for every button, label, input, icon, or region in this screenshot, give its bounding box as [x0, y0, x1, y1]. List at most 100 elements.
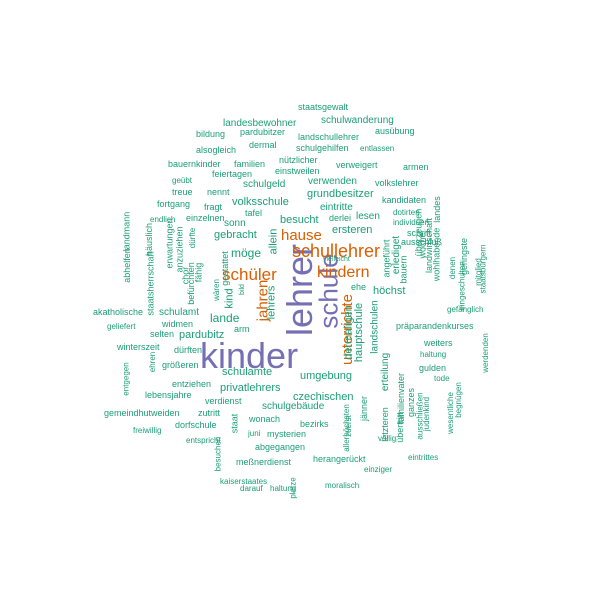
word: erwartungen — [164, 218, 175, 269]
word: ersteren — [332, 224, 373, 236]
word: schulwanderung — [321, 115, 394, 126]
word: wohlhabende — [431, 227, 442, 282]
word: haltung — [420, 350, 447, 359]
word: winterszeit — [117, 342, 160, 352]
word: alsogleich — [196, 145, 237, 155]
word: abhelfen — [121, 248, 132, 283]
word: gefänglich — [447, 305, 484, 314]
word: übertritt — [394, 412, 405, 443]
word: entziehen — [172, 379, 212, 389]
word: angeführt — [381, 239, 392, 278]
word: werdenden — [480, 333, 490, 373]
word: hause — [281, 227, 322, 244]
word: hauptschule — [353, 302, 366, 363]
word: präparandenkurses — [396, 321, 474, 331]
word: gebracht — [214, 229, 257, 241]
word: czechischen — [293, 391, 354, 403]
word: ehren — [148, 351, 158, 373]
word: wonach — [249, 414, 281, 424]
word: gulden — [419, 363, 447, 373]
word: tafel — [245, 208, 263, 218]
word: gestattet — [219, 251, 230, 286]
word: grundbesitzer — [307, 188, 374, 200]
word: einstweilen — [275, 166, 320, 176]
word: derlei — [329, 213, 352, 223]
word: schrift — [407, 228, 432, 238]
word: individuen — [393, 218, 430, 227]
word: selten — [150, 329, 175, 339]
word: dermal — [249, 140, 277, 150]
word: bauern — [398, 255, 409, 284]
word: treue — [172, 187, 193, 197]
word: entgegen — [121, 362, 131, 396]
word: gemeindhutweiden — [104, 408, 180, 418]
word: mitglied — [473, 258, 483, 286]
word: volkslehrer — [375, 178, 419, 188]
word: fragt — [204, 202, 223, 212]
word: verdienst — [205, 396, 242, 406]
word: juni — [248, 429, 261, 438]
word: entspricht — [186, 436, 221, 445]
word: anzuziehen — [174, 226, 185, 273]
word: pardubitz — [179, 329, 225, 341]
word: pardubitzer — [240, 127, 286, 137]
word: familien — [234, 159, 266, 169]
word: völlig — [378, 434, 397, 443]
word: lebensjahre — [145, 390, 192, 400]
word: verwenden — [308, 176, 357, 187]
word: kind — [223, 288, 236, 309]
word: dürfte — [188, 227, 198, 249]
word: arm — [234, 324, 250, 334]
word: begnügen — [453, 382, 463, 418]
word: darauf — [240, 484, 263, 493]
word: vielleicht — [323, 256, 350, 263]
word: kaiserstaates — [220, 477, 268, 486]
word: tode — [434, 374, 450, 383]
word: moralisch — [325, 481, 360, 490]
word: einzelnen — [186, 213, 225, 223]
word: verweigert — [336, 160, 378, 170]
word: bildung — [196, 129, 226, 139]
word: weiters — [424, 338, 453, 348]
word: denen — [448, 256, 458, 280]
word: schulgeld — [243, 179, 286, 190]
word: ehe — [351, 282, 367, 292]
word: eintrittes — [408, 453, 439, 462]
word: befürchten — [185, 262, 196, 305]
word: armen — [403, 162, 429, 172]
word: mysterien — [267, 429, 307, 439]
word: erteilung — [380, 352, 392, 392]
word: jänner — [359, 395, 370, 422]
word: kinder — [200, 335, 299, 376]
word: nützlicher — [279, 155, 318, 165]
word: volksschule — [232, 196, 289, 208]
word: kindern — [317, 264, 370, 281]
word: lande — [210, 311, 240, 325]
word: bauernkinder — [168, 159, 221, 169]
word: freiwillig — [133, 426, 162, 435]
word: landesbewohner — [223, 118, 297, 129]
word: schulgebäude — [262, 401, 325, 412]
word: geliefert — [107, 322, 136, 331]
word: haltung — [270, 484, 297, 493]
word: dotirten — [393, 208, 420, 217]
word: letzteren — [379, 407, 390, 442]
word: möge — [231, 246, 262, 260]
word: zutritt — [198, 408, 221, 418]
word: kandidaten — [382, 195, 427, 205]
word: fortgang — [157, 199, 191, 209]
word: landschulen — [369, 300, 381, 354]
word: besucht — [280, 214, 319, 226]
word: schullehrer — [292, 241, 381, 261]
word: sonn — [224, 218, 246, 229]
word: akatholische — [93, 307, 144, 317]
word: wesentliche — [445, 392, 455, 434]
word: staatsherrschaft — [145, 251, 156, 316]
word: landes — [431, 196, 442, 223]
word: ausschließen — [415, 392, 425, 440]
word: einziger — [364, 465, 393, 474]
word: allerhöchsten — [341, 404, 351, 452]
word: entlassen — [360, 144, 395, 153]
word: bild — [238, 284, 246, 295]
